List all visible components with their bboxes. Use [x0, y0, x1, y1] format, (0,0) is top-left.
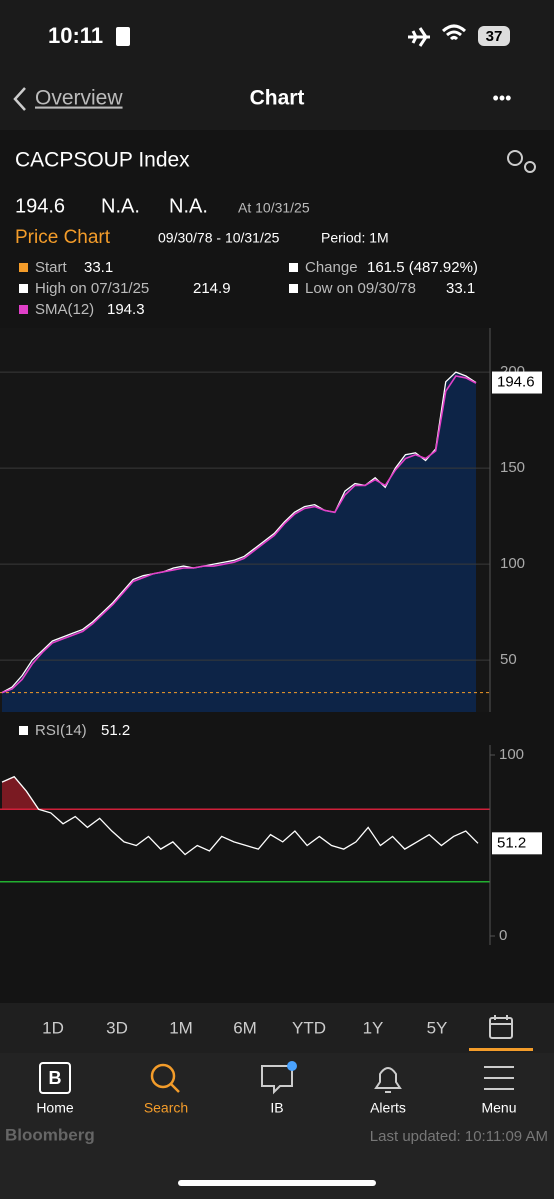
stat-label: Low on 09/30/78: [305, 280, 416, 297]
selected-underline: [469, 1048, 533, 1051]
period-tab[interactable]: 3D: [106, 1018, 128, 1037]
stat-label: Change: [305, 259, 358, 276]
more-button[interactable]: •••: [493, 88, 512, 108]
stat-value: 214.9: [193, 280, 231, 297]
ib-badge: [287, 1061, 297, 1071]
wifi-icon: [441, 24, 467, 41]
last-updated: Last updated: 10:11:09 AM: [370, 1128, 548, 1145]
battery-level: 37: [486, 28, 503, 45]
tab-label[interactable]: IB: [270, 1100, 283, 1116]
legend-swatch: [19, 284, 28, 293]
menu-icon[interactable]: [484, 1066, 514, 1090]
last-price: 194.6: [15, 195, 65, 217]
stat-label: Start: [35, 259, 68, 276]
tab-bar: Home Search IB Alerts Menu: [36, 1100, 516, 1116]
y-tick-label: 150: [500, 459, 525, 476]
top-bar-bg: [0, 0, 554, 130]
period-tab[interactable]: 5Y: [427, 1018, 448, 1037]
series-line: [1, 371, 477, 694]
tab-label[interactable]: Alerts: [370, 1100, 406, 1116]
y-tick-label: 50: [500, 651, 517, 668]
legend-swatch: [19, 305, 28, 314]
period-tab[interactable]: 6M: [233, 1018, 257, 1037]
series-line: [1, 375, 477, 694]
period-tab[interactable]: YTD: [292, 1018, 326, 1037]
rsi-value: 51.2: [101, 722, 130, 739]
last-value-box: [492, 832, 542, 855]
area: [2, 372, 476, 712]
tab-bar-bg: [0, 1053, 554, 1199]
y-tick-label: 100: [499, 746, 524, 763]
airplane-icon: [408, 27, 430, 47]
legend-label: RSI(14): [35, 722, 87, 739]
clock: 10:11: [48, 23, 103, 48]
calendar-icon[interactable]: [489, 1015, 513, 1039]
stat-value: 161.5 (487.92%): [367, 259, 478, 276]
price-chart: 50100150200194.6: [0, 328, 542, 712]
tab-label[interactable]: Search: [144, 1100, 188, 1116]
book-icon: [116, 27, 130, 46]
stat-label: High on 07/31/25: [35, 280, 149, 297]
period-tab[interactable]: 1D: [42, 1018, 64, 1037]
legend-swatch: [289, 284, 298, 293]
rsi-chart: 0 100 51.2: [0, 745, 542, 945]
date-range: 09/30/78 - 10/31/25: [158, 230, 280, 246]
period-bar-bg: [0, 1003, 554, 1053]
overbought-area: [2, 776, 39, 810]
battery-icon: [478, 26, 510, 46]
as-of: At 10/31/25: [238, 200, 310, 216]
stat-value: 194.3: [107, 301, 145, 318]
alerts-icon[interactable]: [374, 1067, 402, 1093]
brand: Bloomberg: [5, 1125, 95, 1144]
tab-label[interactable]: Menu: [481, 1100, 516, 1116]
period-tabs: 1D 3D 1M 6M YTD 1Y 5Y: [42, 1018, 447, 1037]
period-tab[interactable]: 1M: [169, 1018, 193, 1037]
series-line: [1, 775, 479, 856]
y-tick-label: 0: [499, 927, 507, 944]
legend-swatch: [19, 263, 28, 272]
back-icon[interactable]: [13, 87, 26, 111]
last-value-label: 51.2: [497, 834, 526, 851]
home-icon[interactable]: [39, 1062, 71, 1094]
legend-swatch: [19, 726, 28, 735]
legend-label: SMA(12): [35, 301, 94, 318]
security-name: CACPSOUP Index: [15, 149, 190, 172]
field-2: N.A.: [169, 195, 208, 217]
search-icon[interactable]: [150, 1063, 180, 1093]
stat-value: 33.1: [84, 259, 113, 276]
home-glyph: B: [49, 1068, 62, 1088]
screen-title: Chart: [250, 87, 305, 110]
tab-label[interactable]: Home: [36, 1100, 74, 1116]
chart-label: Price Chart: [15, 227, 111, 248]
period-tab[interactable]: 1Y: [363, 1018, 384, 1037]
home-indicator: [178, 1180, 376, 1186]
last-value-box: [492, 371, 542, 394]
settings-icon[interactable]: [507, 150, 536, 173]
stat-value: 33.1: [446, 280, 475, 297]
field-1: N.A.: [101, 195, 140, 217]
period: Period: 1M: [321, 230, 389, 246]
last-value-label: 194.6: [497, 373, 535, 390]
back-link[interactable]: Overview: [35, 87, 123, 110]
y-tick-label: 100: [500, 555, 525, 572]
legend-swatch: [289, 263, 298, 272]
